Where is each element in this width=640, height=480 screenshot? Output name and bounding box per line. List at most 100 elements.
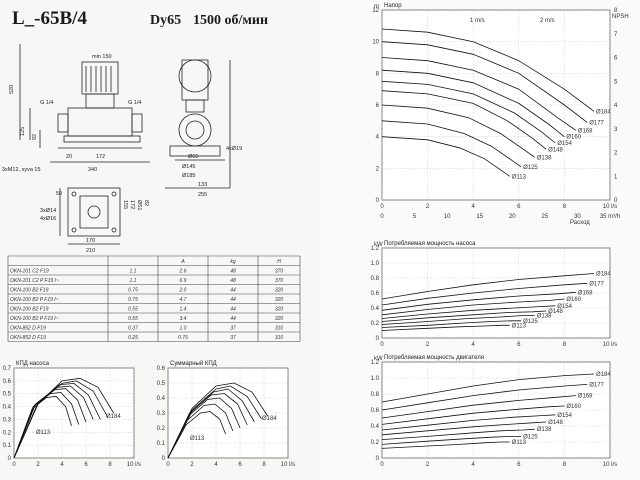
dim-133: 133 bbox=[198, 182, 207, 188]
series-line bbox=[381, 305, 556, 319]
label-o184: Ø184 bbox=[262, 416, 277, 422]
table-cell-kg: 48 bbox=[230, 269, 236, 275]
x2-tick-label: 15 bbox=[476, 214, 483, 220]
dim-50: 50 bbox=[56, 191, 62, 197]
table-cell-model: OKN-100 B2 F19 bbox=[10, 307, 49, 313]
series-line bbox=[381, 282, 588, 306]
y-tick-label: 4 bbox=[376, 135, 380, 141]
x2-tick-label: 25 bbox=[542, 214, 549, 220]
dim-125: 125 bbox=[20, 127, 26, 136]
x-tick-label: 0 bbox=[380, 342, 384, 348]
y-tick-label: 1.0 bbox=[371, 376, 380, 382]
series-label: Ø184 bbox=[596, 109, 611, 115]
series-line bbox=[381, 436, 522, 445]
x2-tick-label: 10 bbox=[444, 214, 451, 220]
x-tick-label: 10 l/s bbox=[127, 462, 141, 468]
y2-tick-label: 5 bbox=[614, 79, 618, 85]
base-plate-view bbox=[59, 187, 121, 245]
series-line bbox=[381, 291, 576, 311]
table-cell-a: 3.4 bbox=[180, 316, 187, 322]
y-tick-label: 0.6 bbox=[371, 408, 380, 414]
series-label: Ø125 bbox=[523, 319, 538, 325]
y2-tick-label: 7 bbox=[614, 32, 618, 38]
table-cell-p: 1.1 bbox=[130, 278, 137, 284]
series-line bbox=[381, 324, 510, 331]
x-axis-label: Расход bbox=[570, 220, 590, 226]
series-label: Ø138 bbox=[537, 427, 552, 433]
pump-front-view bbox=[165, 59, 231, 189]
x-tick-label: 6 bbox=[517, 462, 521, 468]
series-label: Ø184 bbox=[596, 372, 611, 378]
x-tick-label: 2 bbox=[426, 462, 430, 468]
series-line bbox=[167, 403, 234, 459]
series-label: Ø168 bbox=[578, 394, 593, 400]
chart-pump-power: 0 0.2 0.4 0.6 0.8 1.0 1.2 0 2 4 6 8 10 l/s Потребляем… bbox=[371, 241, 618, 348]
dim-g14-left: G 1/4 bbox=[40, 100, 53, 106]
table-cell-p: 0.25 bbox=[128, 335, 138, 341]
dim-172: 172 bbox=[96, 154, 105, 160]
x-tick-label: 6 bbox=[238, 462, 242, 468]
series-label: Ø148 bbox=[548, 420, 563, 426]
x-tick-label: 8 bbox=[563, 204, 567, 210]
x-tick-label: 10 l/s bbox=[603, 204, 617, 210]
chart-title: Напор bbox=[384, 3, 402, 9]
y-tick-label: 0.4 bbox=[371, 424, 380, 430]
table-cell-h: 310 bbox=[275, 335, 284, 341]
series-label: Ø160 bbox=[566, 404, 581, 410]
x-tick-label: 4 bbox=[472, 462, 476, 468]
dim-170: 170 bbox=[86, 238, 95, 244]
series-label: Ø177 bbox=[589, 382, 604, 388]
chart-title: Потребляемая мощность двигателя bbox=[384, 355, 484, 361]
chart-pump-efficiency: 0 0.1 0.2 0.3 0.4 0.5 0.6 0.7 0 2 4 6 8 10 l/s КПД нас… bbox=[3, 361, 142, 468]
series-line bbox=[381, 80, 556, 144]
y2-axis-label: NPSH bbox=[612, 14, 629, 20]
table-cell-h: 320 bbox=[275, 288, 284, 294]
y-axis-label: kW bbox=[374, 356, 383, 362]
chart-title: КПД насоса bbox=[16, 361, 50, 367]
series-line bbox=[381, 69, 565, 138]
dim-g14-right: G 1/4 bbox=[128, 100, 141, 106]
y2-tick-label: 3 bbox=[614, 127, 618, 133]
table-cell-a: 0.75 bbox=[178, 335, 188, 341]
x2-tick-label: 20 bbox=[509, 214, 516, 220]
series-line bbox=[381, 320, 522, 328]
dim-340: 340 bbox=[88, 167, 97, 173]
y-tick-label: 0.5 bbox=[3, 392, 12, 398]
x2-tick-label: 0 bbox=[380, 214, 384, 220]
table-cell-h: 320 bbox=[275, 316, 284, 322]
y-tick-label: 0.3 bbox=[3, 417, 12, 423]
y-tick-label: 10 bbox=[372, 40, 379, 46]
x-tick-label: 6 bbox=[517, 204, 521, 210]
dim-4xo19: 4xØ19 bbox=[226, 146, 242, 152]
table-header-cell: A bbox=[180, 259, 185, 265]
table-cell-p: 0.75 bbox=[128, 288, 138, 294]
table-cell-h: 310 bbox=[275, 326, 284, 332]
dim-min150: min 150 bbox=[92, 54, 112, 60]
chart-title: Потребляемая мощность насоса bbox=[384, 241, 476, 247]
series-label: Ø125 bbox=[523, 165, 538, 171]
table-cell-model: OKN-101 C2 P F19 I~ bbox=[10, 278, 59, 284]
series-line bbox=[381, 395, 576, 419]
chart-motor-power: 0 0.2 0.4 0.6 0.8 1.0 1.2 0 2 4 6 8 10 l/s Потребляем… bbox=[371, 355, 618, 468]
chart-title: Суммарный КПД bbox=[170, 360, 217, 367]
series-label: Ø184 bbox=[596, 272, 611, 278]
y-tick-label: 0.2 bbox=[157, 426, 166, 432]
series-label: Ø154 bbox=[557, 141, 572, 147]
y-tick-label: 0.2 bbox=[3, 430, 12, 436]
y-tick-label: 0.4 bbox=[3, 405, 12, 411]
table-cell-kg: 37 bbox=[230, 326, 236, 332]
dim-o185: Ø185 bbox=[182, 173, 195, 179]
series-line bbox=[381, 414, 556, 431]
table-cell-kg: 44 bbox=[230, 297, 236, 303]
x-tick-label: 10 l/s bbox=[603, 342, 617, 348]
series-label: Ø168 bbox=[578, 128, 593, 134]
model-title: L_-65B/4 bbox=[12, 8, 87, 29]
y2-tick-label: 1 bbox=[614, 174, 618, 180]
dn-title: Dy65 bbox=[150, 13, 181, 28]
dim-255: 255 bbox=[198, 192, 207, 198]
y-tick-label: 1.2 bbox=[371, 360, 380, 366]
series-line bbox=[381, 90, 547, 150]
x-tick-label: 10 l/s bbox=[603, 462, 617, 468]
series-line bbox=[13, 395, 72, 459]
